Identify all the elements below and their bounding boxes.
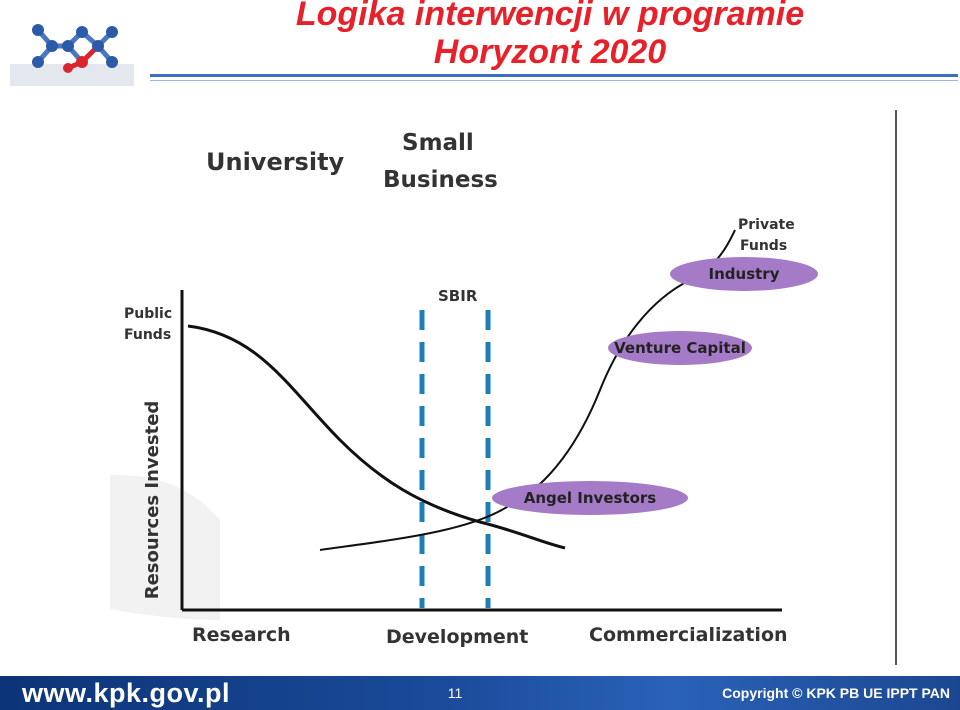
angel-investors-bubble xyxy=(492,481,688,515)
label-small-business-2: Business xyxy=(383,167,498,193)
page-title-line2: Horyzont 2020 xyxy=(433,33,667,71)
label-sbir: SBIR xyxy=(438,287,478,305)
label-public-funds-2: Funds xyxy=(124,327,171,343)
stage-research: Research xyxy=(192,624,291,646)
industry-label: Industry xyxy=(709,265,780,283)
public-funds-curve xyxy=(187,324,566,550)
venture-capital-bubble xyxy=(608,331,752,365)
stage-development: Development xyxy=(386,626,528,648)
page-number: 11 xyxy=(447,685,463,701)
label-public-funds-1: Public xyxy=(124,306,172,322)
footer-copyright: Copyright © KPK PB UE IPPT PAN xyxy=(722,685,950,701)
page-title-line1: Logika interwencji w programie xyxy=(295,0,805,33)
header-divider xyxy=(150,74,958,77)
label-small-business-1: Small xyxy=(402,130,474,156)
angel-investors-label: Angel Investors xyxy=(524,489,657,507)
y-axis-label: Resources Invested xyxy=(142,401,163,600)
venture-capital-label: Venture Capital xyxy=(614,339,746,357)
label-private-funds-1: Private xyxy=(738,217,795,233)
label-university: University xyxy=(206,148,345,176)
funding-diagram: University Small Business SBIR Public Fu… xyxy=(110,100,950,670)
stage-commercialization: Commercialization xyxy=(589,624,788,646)
footer-bar: www.kpk.gov.pl 11 Copyright © KPK PB UE … xyxy=(0,676,960,710)
header-divider-thin xyxy=(150,80,958,81)
footer-url[interactable]: www.kpk.gov.pl xyxy=(22,678,231,708)
industry-bubble xyxy=(670,257,818,291)
kpk-logo xyxy=(10,24,134,86)
label-private-funds-2: Funds xyxy=(740,238,787,254)
